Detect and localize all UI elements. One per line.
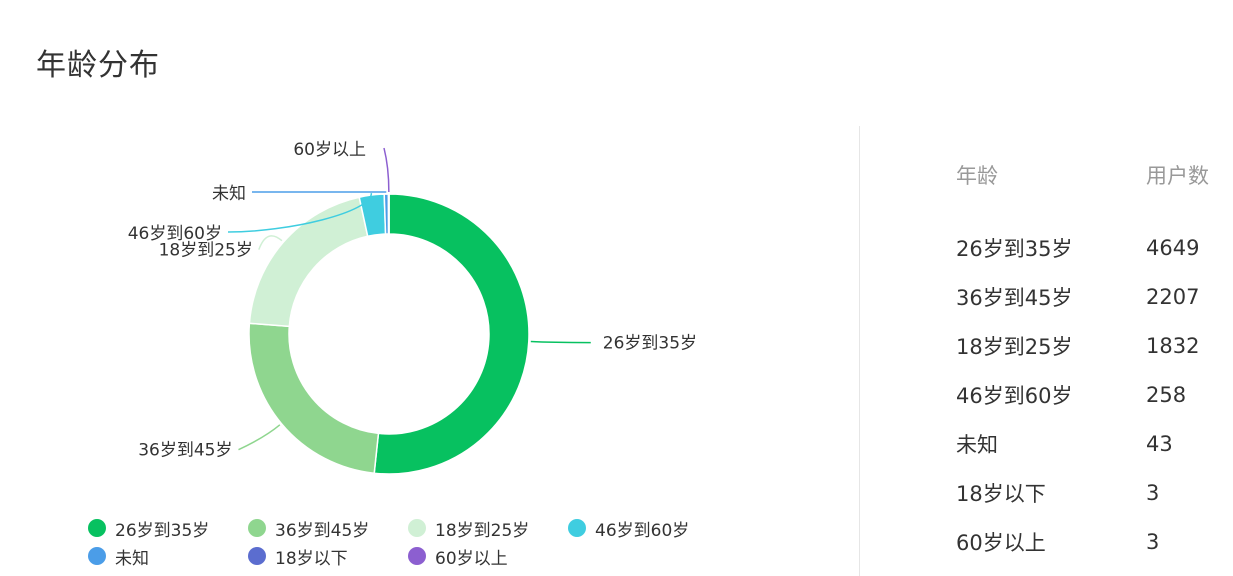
legend-dot-icon [408,519,426,537]
slice-label: 未知 [212,184,246,204]
cell-age: 46岁到60岁 [956,383,1073,408]
legend-label: 46岁到60岁 [595,520,690,541]
chart-legend: 26岁到35岁 36岁到45岁 18岁到25岁 46岁到60岁未知 18岁以下 60岁以上 [88,516,788,569]
cell-count: 2207 [1146,284,1200,309]
age-table: 年龄 用户数 26岁到35岁 4649 36岁到45岁 2207 18岁到25岁 1832… [956,155,1233,566]
legend-label: 18岁到25岁 [435,520,530,541]
legend-dot-icon [568,519,586,537]
table-body: 26岁到35岁 4649 36岁到45岁 2207 18岁到25岁 1832 46岁到60岁… [956,223,1233,566]
leader-line [238,424,281,451]
table-row: 18岁到25岁 1832 [956,321,1233,370]
legend-dot-icon [408,547,426,565]
cell-age: 18岁以下 [956,481,1046,506]
slice-label: 36岁到45岁 [138,441,232,461]
leader-line [530,340,591,344]
donut-slice[interactable] [248,196,369,328]
cell-count: 258 [1146,382,1187,407]
legend-item[interactable]: 36岁到45岁 [248,516,408,541]
cell-age: 60岁以上 [956,530,1046,555]
header-count: 用户数 [1146,164,1209,188]
legend-label: 18岁以下 [275,548,348,569]
legend-label: 60岁以上 [435,548,508,569]
legend-item[interactable]: 未知 [88,544,248,569]
leader-line [227,192,373,233]
legend-dot-icon [88,547,106,565]
leader-line [258,235,283,250]
leader-line [383,147,390,193]
legend-item[interactable]: 46岁到60岁 [568,516,728,541]
divider [859,126,860,576]
slice-label: 18岁到25岁 [159,241,253,261]
legend-dot-icon [248,547,266,565]
legend-item[interactable]: 60岁以上 [408,544,568,569]
legend-item[interactable]: 26岁到35岁 [88,516,248,541]
slice-label: 46岁到60岁 [128,224,222,244]
cell-count: 1832 [1146,333,1200,358]
cell-age: 未知 [956,432,998,457]
legend-label: 未知 [115,548,149,569]
cell-count: 43 [1146,431,1173,456]
table-row: 46岁到60岁 258 [956,370,1233,419]
slice-label: 26岁到35岁 [603,334,697,354]
table-header: 年龄 用户数 [956,155,1233,195]
slice-label: 60岁以上 [293,140,366,160]
cell-count: 3 [1146,480,1160,505]
table-row: 36岁到45岁 2207 [956,272,1233,321]
cell-age: 36岁到45岁 [956,285,1073,310]
cell-age: 18岁到25岁 [956,334,1073,359]
cell-age: 26岁到35岁 [956,236,1073,261]
donut-slice[interactable] [248,322,380,475]
page-title: 年龄分布 [36,48,160,83]
legend-dot-icon [248,519,266,537]
table-row: 未知 43 [956,419,1233,468]
legend-label: 36岁到45岁 [275,520,370,541]
legend-item[interactable]: 18岁到25岁 [408,516,568,541]
cell-count: 4649 [1146,235,1200,260]
table-row: 60岁以上 3 [956,517,1233,566]
cell-count: 3 [1146,529,1160,554]
legend-dot-icon [88,519,106,537]
legend-item[interactable]: 18岁以下 [248,544,408,569]
table-row: 26岁到35岁 4649 [956,223,1233,272]
donut-slice[interactable] [373,193,530,475]
table-row: 18岁以下 3 [956,468,1233,517]
legend-label: 26岁到35岁 [115,520,210,541]
header-age: 年龄 [956,164,998,188]
